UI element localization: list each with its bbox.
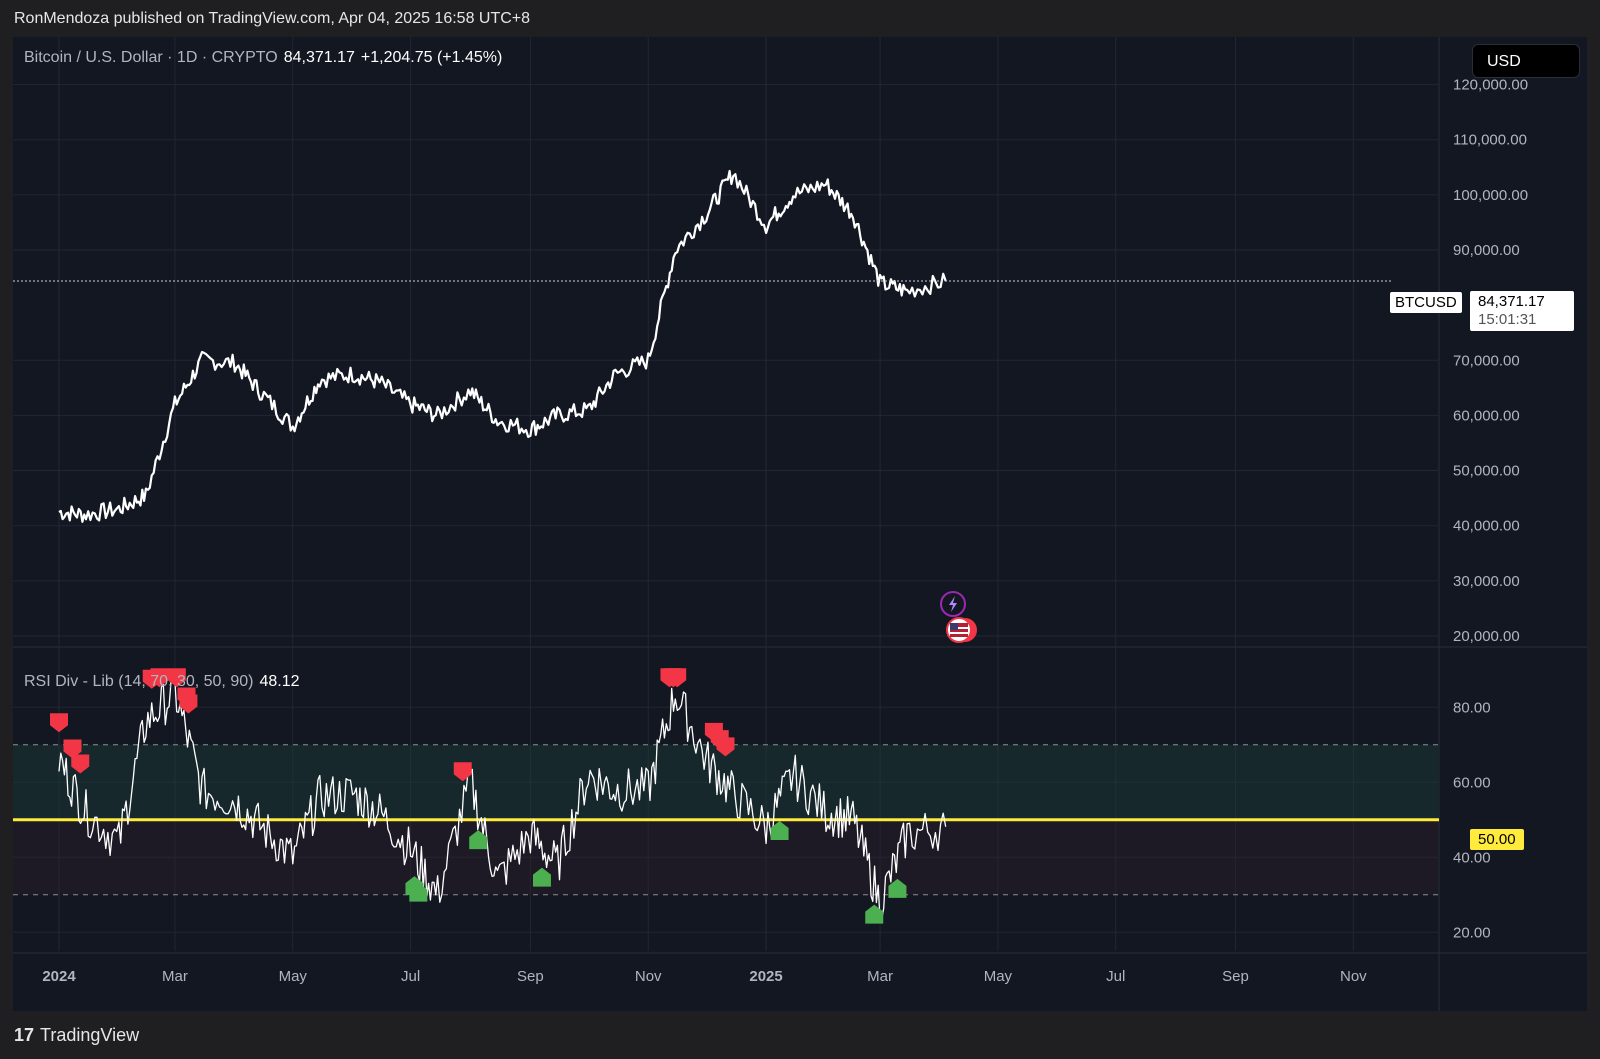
price-tick-label: 30,000.00 [1453, 573, 1520, 590]
bearish-divergence-marker [668, 668, 687, 688]
bearish-divergence-marker [453, 762, 472, 782]
rsi-indicator-name: RSI Div - Lib (14, 70, 30, 50, 90) [24, 673, 254, 690]
x-tick-label: Mar [162, 968, 188, 985]
bearish-divergence-marker [716, 737, 735, 757]
x-tick-label: Sep [517, 968, 544, 985]
bar-countdown: 15:01:31 [1478, 311, 1537, 328]
rsi-tick-label: 80.00 [1453, 699, 1491, 716]
event-icons [940, 591, 977, 643]
price-tick-label: 50,000.00 [1453, 463, 1520, 480]
tradingview-logo-icon: 17 [14, 1025, 35, 1045]
x-tick-label: Mar [867, 968, 893, 985]
rsi-tick-label: 60.00 [1453, 774, 1491, 791]
rsi-line [58, 671, 947, 921]
us-flag-event-icon[interactable] [946, 617, 977, 643]
bearish-divergence-marker [167, 668, 186, 688]
bullish-divergence-marker [888, 878, 907, 898]
rsi-series [58, 671, 947, 921]
x-tick-label: Nov [1340, 968, 1367, 985]
x-tick-label: May [279, 968, 308, 985]
price-tick-label: 40,000.00 [1453, 518, 1520, 535]
bullish-divergence-marker [469, 830, 488, 850]
bullish-divergence-marker [409, 882, 428, 902]
bullish-divergence-marker [532, 867, 551, 887]
price-tick-label: 70,000.00 [1453, 352, 1520, 369]
chart-canvas[interactable]: 2024 Mar May Jul Sep Nov 2025 Mar May Jul Sep Nov 12… [13, 37, 1587, 1011]
rsi-upper-band [13, 744, 1438, 820]
price-change: +1,204.75 (+1.45%) [360, 49, 503, 66]
last-price: 84,371.17 [283, 49, 355, 66]
bullish-divergence-marker [865, 904, 884, 924]
x-tick-label: Jul [1106, 968, 1125, 985]
price-tick-label: 100,000.00 [1453, 187, 1528, 204]
price-tick-label: 60,000.00 [1453, 407, 1520, 424]
x-tick-label: Sep [1222, 968, 1249, 985]
price-tick-label: 20,000.00 [1453, 628, 1520, 645]
rsi-bands [13, 744, 1439, 896]
rsi-lower-band [13, 819, 1438, 895]
price-tick-label: 110,000.00 [1453, 132, 1527, 149]
divergence-markers [50, 668, 907, 924]
x-tick-label: May [984, 968, 1013, 985]
flash-event-icon[interactable] [940, 591, 966, 617]
rsi-tick-label: 40.00 [1453, 849, 1491, 866]
brand-name: TradingView [40, 1025, 140, 1045]
x-tick-label: 2024 [42, 968, 76, 985]
rsi-legend: RSI Div - Lib (14, 70, 30, 50, 90) 48.12 [24, 673, 300, 691]
price-tick-label: 90,000.00 [1453, 242, 1520, 259]
bullish-divergence-marker [770, 821, 789, 840]
last-price-tag-value: 84,371.17 [1478, 293, 1545, 310]
axes: 2024 Mar May Jul Sep Nov 2025 Mar May Jul Sep Nov 12… [42, 77, 1528, 985]
x-tick-label: 2025 [749, 968, 782, 985]
symbol-legend: Bitcoin / U.S. Dollar · 1D · CRYPTO 84,37… [24, 49, 502, 67]
symbol-price-tag: BTCUSD [1390, 292, 1462, 313]
last-price-tag: 84,371.17 15:01:31 [1470, 291, 1574, 331]
rsi-value: 48.12 [259, 673, 300, 690]
bearish-divergence-marker [71, 754, 90, 774]
bearish-divergence-marker [179, 694, 198, 714]
btc-price-line [58, 169, 947, 523]
bearish-divergence-marker [50, 713, 68, 733]
price-tick-label: 120,000.00 [1453, 77, 1528, 94]
rsi-tick-label: 20.00 [1453, 924, 1491, 941]
x-tick-label: Nov [635, 968, 662, 985]
rsi-midline-tag: 50.00 [1470, 829, 1524, 850]
x-tick-label: Jul [401, 968, 420, 985]
symbol-description: Bitcoin / U.S. Dollar · 1D · CRYPTO [24, 49, 278, 66]
chart-area[interactable]: 2024 Mar May Jul Sep Nov 2025 Mar May Jul Sep Nov 12… [13, 37, 1587, 1011]
publisher-line: RonMendoza published on TradingView.com,… [14, 10, 531, 27]
tradingview-branding[interactable]: 17 TradingView [14, 1025, 139, 1046]
bearish-divergence-marker [150, 668, 169, 688]
currency-button[interactable]: USD [1472, 44, 1580, 78]
grid-lines [13, 37, 1587, 1011]
price-series [13, 169, 1393, 523]
bearish-divergence-marker [63, 739, 82, 759]
